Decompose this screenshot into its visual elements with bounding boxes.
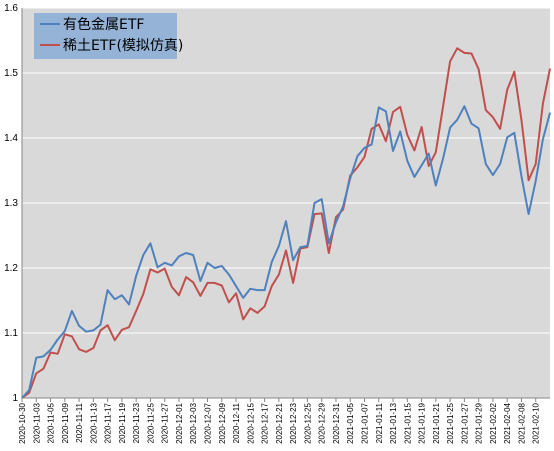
x-tick-label: 2021-01-21 (432, 402, 441, 443)
y-tick-label: 1.2 (4, 263, 18, 274)
x-tick-label: 2021-01-25 (446, 402, 455, 443)
legend: 有色金属ETF 稀土ETF(模拟仿真) (34, 13, 183, 59)
x-tick-label: 2020-11-11 (75, 402, 84, 442)
x-tick-label: 2020-10-30 (18, 402, 27, 443)
x-tick-label: 2020-12-03 (189, 402, 198, 443)
x-tick-label: 2020-12-25 (303, 402, 312, 443)
x-tick-label: 2020-11-27 (161, 402, 170, 443)
legend-box (34, 13, 177, 59)
x-tick-label: 2020-12-07 (204, 402, 213, 443)
x-tick-label: 2021-01-11 (375, 402, 384, 443)
x-tick-label: 2021-01-29 (475, 402, 484, 443)
x-tick-label: 2021-01-07 (360, 402, 369, 443)
x-tick-label: 2020-11-19 (118, 402, 127, 443)
x-tick-label: 2020-12-31 (332, 402, 341, 443)
x-tick-label: 2021-02-02 (489, 402, 498, 443)
y-tick-label: 1.3 (4, 198, 18, 209)
x-tick-label: 2020-11-17 (104, 402, 113, 443)
x-tick-label: 2021-01-13 (389, 402, 398, 443)
legend-label-series-2: 稀土ETF(模拟仿真) (63, 38, 183, 54)
y-tick-label: 1.5 (4, 68, 18, 79)
y-tick-label: 1.6 (4, 3, 18, 14)
y-tick-label: 1.1 (4, 328, 18, 339)
x-tick-label: 2020-12-09 (218, 402, 227, 443)
x-tick-label: 2020-12-23 (289, 402, 298, 443)
x-tick-label: 2021-01-27 (460, 402, 469, 443)
series-line-1 (21, 105, 551, 399)
x-tick-label: 2020-12-17 (261, 402, 270, 443)
x-tick-label: 2020-11-09 (61, 402, 70, 443)
x-tick-label: 2021-01-05 (346, 402, 355, 443)
x-tick-label: 2021-01-19 (418, 402, 427, 443)
x-tick-label: 2020-11-13 (89, 402, 98, 443)
x-tick-label: 2020-11-23 (132, 402, 141, 443)
x-tick-label: 2021-01-15 (403, 402, 412, 443)
x-tick-label: 2021-02-04 (503, 402, 512, 443)
series-lines (21, 47, 551, 399)
x-tick-label: 2020-12-29 (318, 402, 327, 443)
x-axis-tick-marks (21, 398, 537, 402)
x-tick-label: 2020-12-11 (232, 402, 241, 443)
x-tick-label: 2020-12-01 (175, 402, 184, 443)
series-line-2 (21, 47, 551, 399)
y-tick-label: 1 (12, 393, 18, 404)
x-tick-label: 2021-02-10 (532, 402, 541, 443)
x-tick-label: 2020-12-15 (246, 402, 255, 443)
x-tick-label: 2020-11-03 (32, 402, 41, 443)
x-tick-label: 2020-11-05 (47, 402, 56, 443)
x-axis-tick-labels: 2020-10-30 2020-11-03 2020-11-05 2020-11-09… (18, 402, 541, 443)
x-tick-label: 2020-11-25 (146, 402, 155, 443)
x-tick-label: 2021-02-08 (517, 402, 526, 443)
y-tick-label: 1.4 (4, 133, 18, 144)
x-tick-label: 2020-12-21 (275, 402, 284, 443)
y-axis-tick-labels: 1 1.1 1.2 1.3 1.4 1.5 1.6 (4, 3, 18, 404)
gridlines (22, 7, 550, 334)
legend-label-series-1: 有色金属ETF (63, 16, 144, 33)
